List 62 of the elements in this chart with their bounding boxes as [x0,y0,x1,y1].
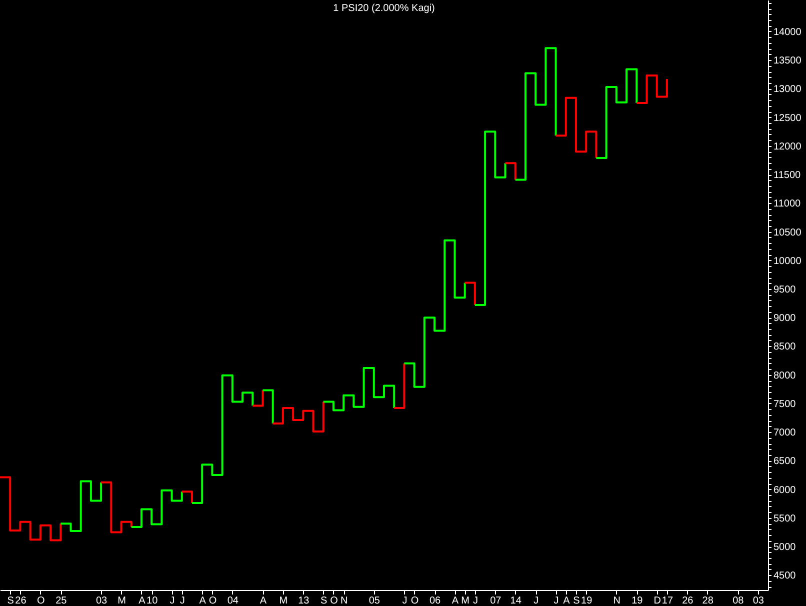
x-tick-label: J [170,596,175,606]
y-tick-label: 6500 [774,456,796,468]
y-tick-label: 9000 [774,313,796,324]
y-tick-label: 13500 [774,56,802,67]
x-tick-label: J [534,596,539,606]
x-tick-label: 05 [368,596,380,606]
x-tick-label: A [452,596,459,606]
x-tick-label: 07 [490,596,502,606]
x-tick-label: A [138,596,146,606]
y-tick-label: 11500 [774,170,802,182]
x-tick-label: A [563,596,570,606]
x-tick-label: S [320,596,328,606]
y-tick-label: 11000 [774,198,802,210]
y-tick-label: 12000 [774,141,802,152]
y-tick-label: 5000 [774,542,796,554]
x-tick-label: 13 [298,596,310,606]
y-tick-label: 12500 [774,112,802,124]
x-tick-label: N [340,596,348,606]
x-tick-label: O [410,596,419,606]
x-tick-label: 14 [510,596,522,606]
x-tick-label: A [199,596,206,606]
y-tick-label: 10000 [774,256,802,267]
x-tick-label: O [37,596,46,606]
chart-title: 1 PSI20 (2.000% Kagi) [333,3,435,14]
x-tick-label: J [554,596,559,606]
y-tick-label: 7000 [774,428,796,439]
x-tick-label: 28 [702,596,714,606]
y-tick-label: 9500 [774,284,796,296]
x-tick-label: M [461,596,470,606]
x-tick-label: M [279,596,288,606]
x-tick-label: 08 [732,596,744,606]
x-tick-label: 19 [581,596,593,606]
x-tick-label: O [330,596,338,606]
y-tick-label: 5500 [774,513,796,524]
x-tick-label: 10 [146,596,158,606]
x-tick-label: J [180,596,185,606]
x-tick-label: 04 [227,596,239,606]
y-tick-label: 13000 [774,84,802,96]
x-tick-label: 03 [96,596,108,606]
x-tick-label: 03 [752,596,764,606]
y-tick-label: 8500 [774,342,796,353]
x-tick-label: 17 [662,596,674,606]
x-tick-label: S [573,596,580,606]
x-tick-label: S [7,596,14,606]
y-tick-label: 8000 [774,370,796,382]
x-tick-label: 25 [56,596,68,606]
y-tick-label: 4500 [774,570,796,582]
x-tick-label: O [208,596,217,606]
x-tick-label: D [654,596,661,606]
x-tick-label: 26 [682,596,694,606]
x-tick-label: M [118,596,126,606]
x-tick-label: 26 [15,596,27,606]
x-tick-label: N [613,596,621,606]
x-tick-label: A [260,596,267,606]
y-tick-label: 6000 [774,484,796,496]
x-tick-label: J [472,596,478,606]
y-tick-label: 14000 [774,26,802,38]
x-tick-label: 19 [632,596,644,606]
x-tick-label: 06 [429,596,442,606]
y-tick-label: 7500 [774,398,796,410]
y-tick-label: 10500 [774,227,802,238]
x-tick-label: J [402,596,408,606]
